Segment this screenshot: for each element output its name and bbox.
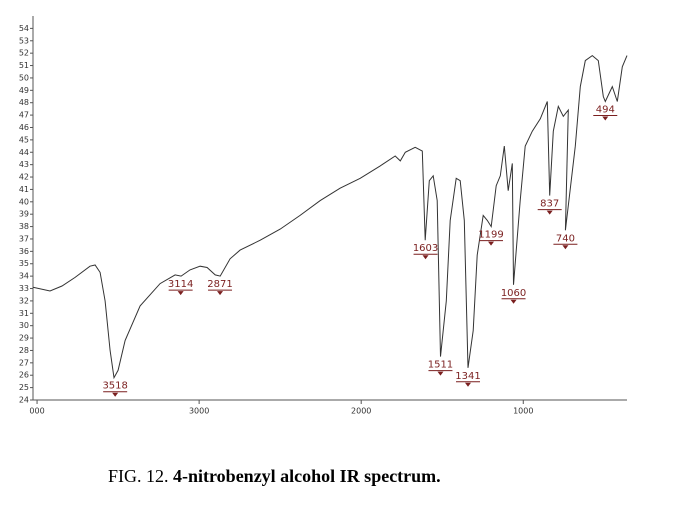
y-tick-label: 53 (19, 36, 29, 45)
peak-label: 1199 (478, 230, 503, 241)
y-tick-label: 29 (19, 334, 29, 343)
chart-title: 4-nitrobenzyl alcohol IR spectrum. (173, 466, 441, 486)
peak-marker (488, 241, 495, 246)
y-tick-label: 27 (19, 358, 29, 367)
y-tick-label: 25 (19, 383, 29, 392)
y-tick-label: 39 (19, 210, 29, 219)
peak-marker (546, 210, 553, 215)
peak-marker (217, 291, 224, 296)
peak-label: 2871 (207, 279, 232, 290)
peak-label: 1511 (428, 360, 453, 371)
caption: FIG. 12. 4-nitrobenzyl alcohol IR spectr… (108, 466, 441, 486)
y-tick-label: 31 (19, 309, 29, 318)
y-tick-label: 43 (19, 160, 29, 169)
y-tick-label: 44 (19, 148, 29, 157)
y-tick-label: 54 (19, 24, 29, 33)
y-tick-label: 34 (19, 272, 29, 281)
y-tick-label: 40 (19, 197, 29, 206)
peak-marker (112, 392, 119, 397)
x-tick-label: 000 (29, 407, 44, 416)
peak-marker (422, 255, 429, 260)
peak-marker (437, 371, 444, 376)
peak-label: 494 (596, 104, 615, 115)
y-tick-label: 24 (19, 396, 29, 405)
y-tick-label: 30 (19, 321, 29, 330)
y-tick-label: 28 (19, 346, 29, 355)
y-tick-label: 51 (19, 61, 29, 70)
y-tick-label: 37 (19, 234, 29, 243)
peak-label: 1060 (501, 288, 526, 299)
x-tick-label: 3000 (189, 407, 209, 416)
y-tick-label: 52 (19, 49, 29, 58)
peak-label: 3114 (168, 279, 193, 290)
y-tick-label: 32 (19, 296, 29, 305)
peak-marker (177, 291, 184, 296)
peak-label: 740 (556, 233, 575, 244)
peak-label: 1341 (455, 371, 480, 382)
y-tick-label: 38 (19, 222, 29, 231)
peak-marker (465, 382, 472, 387)
y-tick-label: 45 (19, 135, 29, 144)
y-tick-label: 47 (19, 111, 29, 120)
y-tick-label: 42 (19, 173, 29, 182)
y-tick-label: 46 (19, 123, 29, 132)
x-tick-label: 2000 (351, 407, 371, 416)
y-tick-label: 36 (19, 247, 29, 256)
spectrum-line (32, 54, 628, 380)
y-tick-label: 49 (19, 86, 29, 95)
y-tick-label: 48 (19, 98, 29, 107)
y-tick-label: 26 (19, 371, 29, 380)
peak-label: 1603 (413, 243, 438, 254)
peak-label: 3518 (102, 381, 127, 392)
peak-marker (510, 299, 517, 304)
peak-label: 837 (540, 199, 559, 210)
peak-marker (562, 245, 569, 250)
peak-marker (602, 116, 609, 121)
y-tick-label: 50 (19, 73, 29, 82)
y-tick-label: 35 (19, 259, 29, 268)
caption-prefix: FIG. 12. (108, 466, 169, 486)
y-tick-label: 33 (19, 284, 29, 293)
x-tick-label: 1000 (513, 407, 533, 416)
y-tick-label: 41 (19, 185, 29, 194)
